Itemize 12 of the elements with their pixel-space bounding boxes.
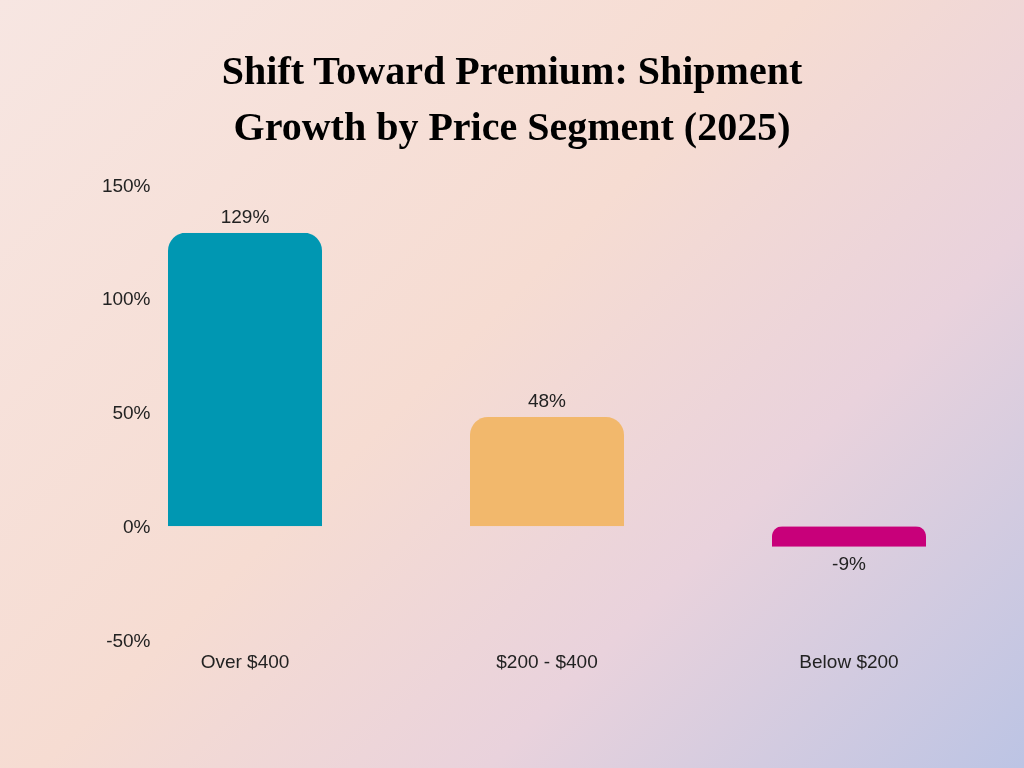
data-label: 129% xyxy=(220,205,270,227)
x-tick-label: Over $400 xyxy=(200,650,290,672)
x-tick-label: Below $200 xyxy=(799,650,899,672)
y-tick-label: -50% xyxy=(106,629,151,651)
y-tick-label: 100% xyxy=(101,288,151,310)
y-tick-label: 0% xyxy=(123,515,151,537)
y-tick-label: 50% xyxy=(112,402,151,423)
x-tick-label: $200 - $400 xyxy=(496,650,598,672)
data-label: 48% xyxy=(527,390,567,412)
chart-title: Shift Toward Premium: Shipment Growth by Price Segment (2025) xyxy=(221,48,803,149)
y-tick-label: 150% xyxy=(101,174,151,196)
data-label: -9% xyxy=(832,552,866,574)
